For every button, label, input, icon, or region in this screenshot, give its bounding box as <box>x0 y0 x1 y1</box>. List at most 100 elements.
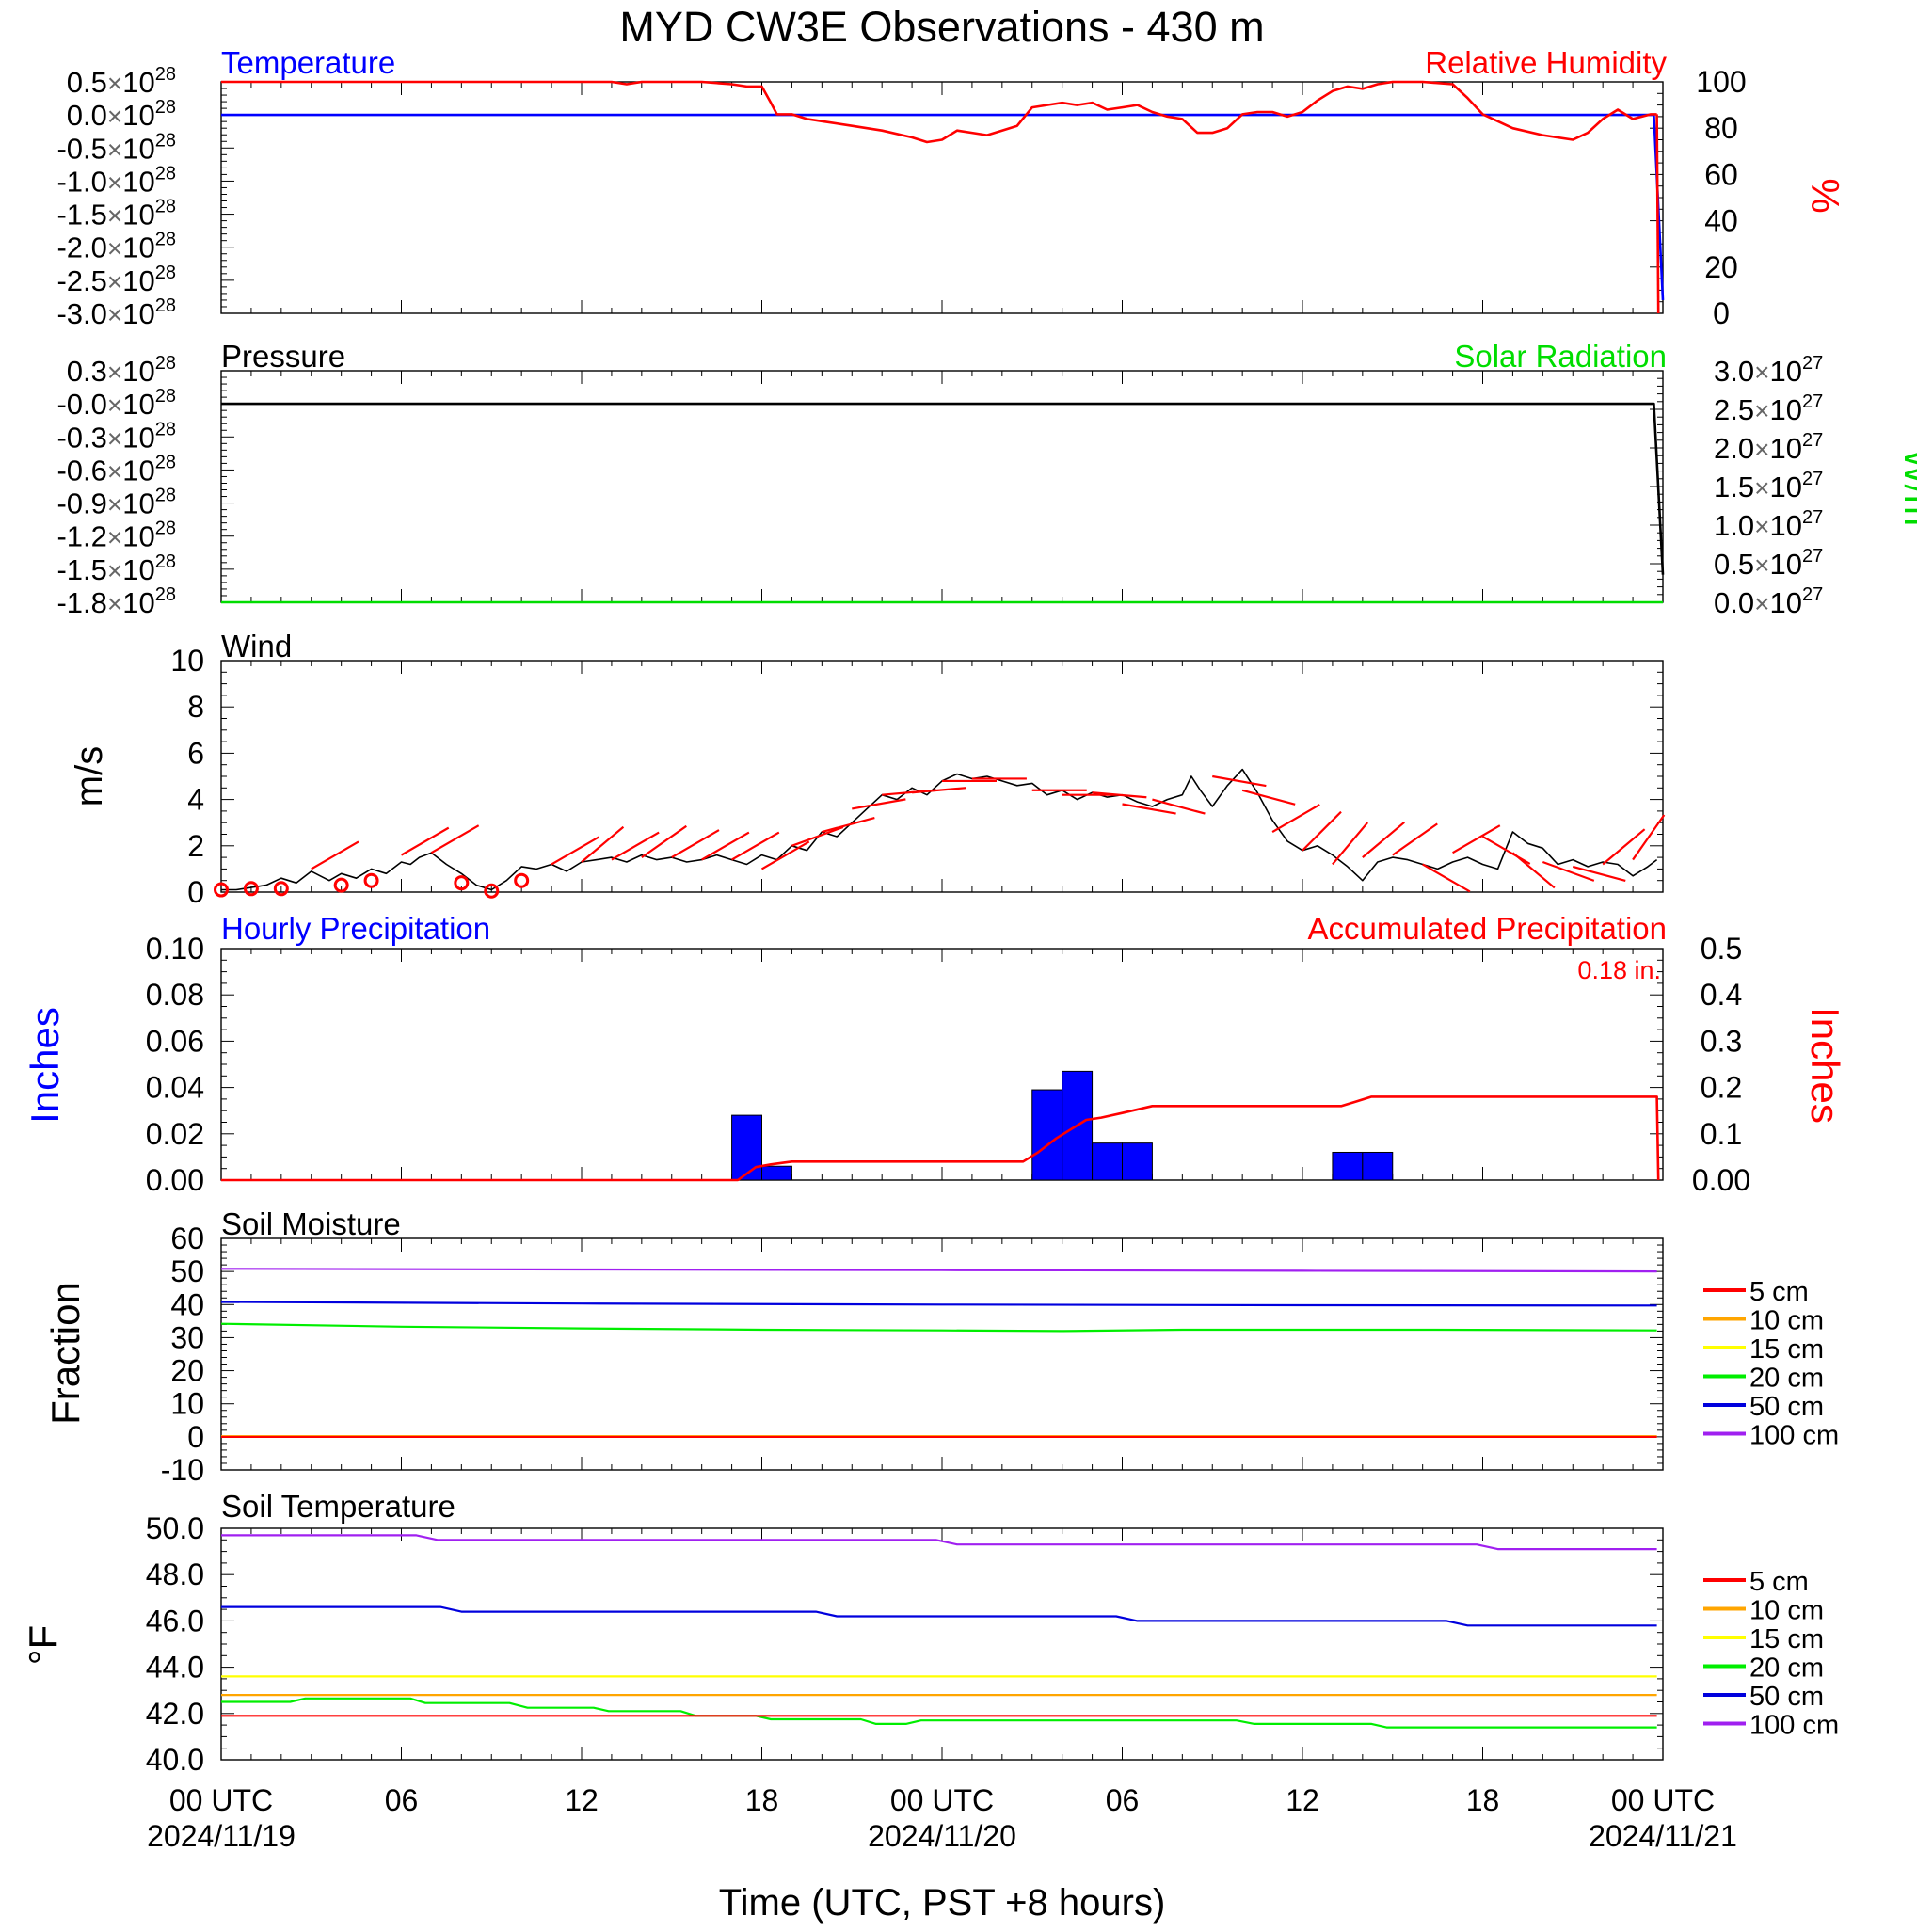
time-tick-label: 18 <box>745 1783 779 1817</box>
solar-tick-label: 1.5×1027 <box>1714 469 1823 503</box>
hourly-precip-bar <box>731 1114 762 1181</box>
soil-moisture-tick-label: 60 <box>170 1221 204 1255</box>
plot-frame <box>220 370 1664 603</box>
time-tick-date: 2024/11/21 <box>1589 1819 1737 1853</box>
humidity-tick-label: 100 <box>1696 65 1746 99</box>
time-tick-date: 2024/11/20 <box>868 1819 1016 1853</box>
wind-barb <box>1241 789 1296 806</box>
wind-barb <box>1392 822 1438 856</box>
hourly-precip-title: Hourly Precipitation <box>221 911 490 946</box>
legend-label: 10 cm <box>1749 1306 1824 1336</box>
wind-barb <box>311 840 359 870</box>
wind-barb <box>400 826 450 856</box>
accum-precip-tick-label: 0.00 <box>1692 1163 1750 1197</box>
wind-barb <box>1542 860 1595 882</box>
time-tick-label: 12 <box>565 1783 599 1817</box>
wind-barb <box>1632 814 1666 861</box>
hourly-precip-tick-label: 0.06 <box>146 1024 204 1058</box>
legend-label: 100 cm <box>1749 1711 1839 1741</box>
calm-wind-circle <box>273 881 289 897</box>
pressure-tick-label: -0.6×1028 <box>56 452 176 487</box>
calm-wind-circle <box>333 877 349 893</box>
soil-temperature-axis-label: °F <box>21 1625 65 1665</box>
pressure-tick-label: -0.0×1028 <box>56 386 176 421</box>
pressure-tick-label: -1.2×1028 <box>56 519 176 553</box>
soil-moisture-tick-label: 50 <box>170 1254 204 1288</box>
plot-frame <box>220 948 1664 1181</box>
legend-label: 10 cm <box>1749 1596 1824 1626</box>
temperature-line <box>221 113 1665 300</box>
accum-precip-tick-label: 0.4 <box>1701 978 1742 1012</box>
humidity-line <box>1655 114 1660 314</box>
accum-precip-tick-label: 0.2 <box>1701 1071 1742 1105</box>
time-tick-label: 18 <box>1466 1783 1500 1817</box>
legend-label: 20 cm <box>1749 1653 1824 1684</box>
hourly-precip-bar <box>1031 1089 1063 1181</box>
wind-tick-label: 2 <box>187 829 204 863</box>
wind-tick-label: 0 <box>187 875 204 909</box>
time-axis-label: Time (UTC, PST +8 hours) <box>719 1882 1166 1924</box>
accum-precip-axis-label: Inches <box>1803 1007 1847 1124</box>
accum-precip-title: Accumulated Precipitation <box>1307 911 1667 946</box>
wind-barb <box>1092 791 1147 799</box>
time-tick-label: 00 UTC <box>890 1783 994 1817</box>
time-tick-date: 2024/11/19 <box>147 1819 296 1853</box>
plot-frame <box>220 81 1664 314</box>
humidity-tick-label: 40 <box>1704 204 1738 238</box>
wind-barb <box>1332 822 1369 866</box>
pressure-tick-label: -1.8×1028 <box>56 584 176 619</box>
pressure-tick-label: 0.3×1028 <box>67 353 176 388</box>
soil-temperature-line-20cm <box>221 1697 1657 1729</box>
wind-barb <box>1511 852 1556 889</box>
soil-temperature-line-50cm <box>221 1605 1657 1627</box>
panel-precipitation: Hourly Precipitation Accumulated Precipi… <box>23 911 1847 1197</box>
wind-barb <box>701 831 750 861</box>
soil-moisture-tick-label: 30 <box>170 1320 204 1354</box>
temperature-tick-label: -2.0×1028 <box>56 230 176 264</box>
temperature-tick-label: -2.5×1028 <box>56 263 176 297</box>
hourly-precip-tick-label: 0.08 <box>146 978 204 1012</box>
soil-temperature-tick-label: 44.0 <box>146 1651 204 1685</box>
soil-temperature-tick-label: 48.0 <box>146 1557 204 1591</box>
soil-moisture-tick-label: -10 <box>161 1453 204 1487</box>
wind-tick-label: 6 <box>187 736 204 770</box>
panel-temperature-humidity: Temperature Relative Humidity % 0.5×1028… <box>56 45 1847 330</box>
wind-barb <box>551 836 599 866</box>
temperature-tick-label: 0.5×1028 <box>67 64 176 99</box>
hourly-precip-bar <box>1092 1142 1124 1181</box>
temperature-title: Temperature <box>221 45 395 80</box>
solar-tick-label: 2.5×1027 <box>1714 391 1823 426</box>
hourly-precip-axis-label: Inches <box>23 1007 67 1124</box>
wind-barb <box>791 825 844 847</box>
wind-barb <box>852 798 906 810</box>
humidity-title: Relative Humidity <box>1425 45 1667 80</box>
solar-tick-label: 0.0×1027 <box>1714 584 1823 619</box>
wind-barb <box>1122 803 1176 815</box>
panel-wind: Wind m/s 10 8 6 4 2 0 <box>69 629 1666 909</box>
soil-moisture-tick-label: 40 <box>170 1287 204 1321</box>
soil-moisture-line-50cm <box>220 1301 1657 1307</box>
soil-moisture-tick-label: 0 <box>187 1420 204 1454</box>
wind-title: Wind <box>221 629 292 663</box>
humidity-tick-label: 0 <box>1713 296 1730 330</box>
hourly-precip-tick-label: 0.02 <box>146 1117 204 1151</box>
accum-precip-tick-label: 0.3 <box>1701 1024 1742 1058</box>
hourly-precip-bar <box>761 1165 792 1181</box>
hourly-precip-bar <box>1332 1151 1364 1181</box>
wind-barb <box>1152 798 1206 815</box>
pressure-tick-label: -1.5×1028 <box>56 551 176 586</box>
wind-barb <box>581 825 625 863</box>
time-tick-label: 06 <box>385 1783 419 1817</box>
time-tick-label: 06 <box>1106 1783 1140 1817</box>
wind-barb <box>1362 821 1405 858</box>
wind-barb <box>1422 863 1471 893</box>
panel-soil-temperature: Soil Temperature °F 50.0 48.0 46.0 44.0 42.0… <box>21 1489 1839 1777</box>
solar-tick-label: 3.0×1027 <box>1714 353 1823 388</box>
soil-moisture-line-100cm <box>220 1268 1657 1273</box>
wind-barb <box>430 824 480 854</box>
legend-label: 5 cm <box>1749 1277 1809 1307</box>
legend-label: 15 cm <box>1749 1334 1824 1365</box>
